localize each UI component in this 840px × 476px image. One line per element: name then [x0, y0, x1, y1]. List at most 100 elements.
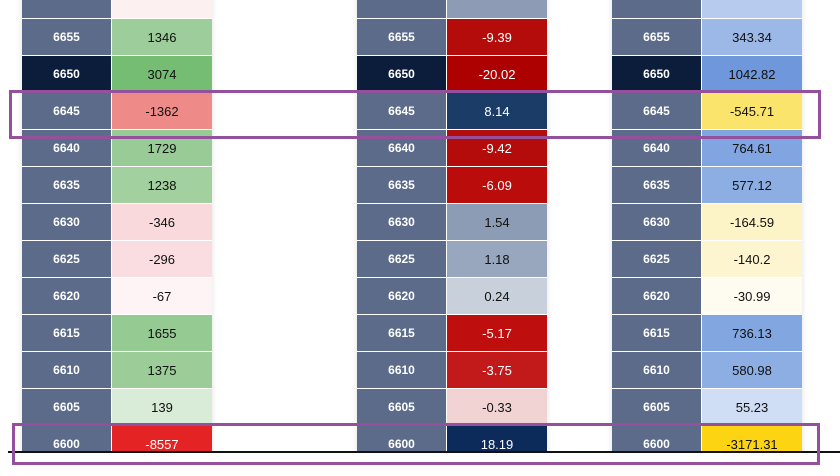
value-cell: -0.33: [447, 389, 547, 425]
strike-label: 6625: [612, 241, 702, 277]
value-cell: 0.24: [447, 278, 547, 314]
strike-label: 6635: [22, 167, 112, 203]
strike-label: 6635: [357, 167, 447, 203]
strike-label: 6610: [22, 352, 112, 388]
table-row: 6630 1.54: [357, 204, 547, 241]
table-middle: 66606655-9.396650-20.0266458.146640-9.42…: [357, 0, 547, 463]
table-right: 66606655343.3466501042.826645-545.716640…: [612, 0, 802, 463]
value-cell: -346: [112, 204, 212, 240]
table-row: 6660: [357, 0, 547, 19]
table-row: 6635 -6.09: [357, 167, 547, 204]
highlight-box-6645: [9, 90, 821, 139]
strike-label: 6620: [357, 278, 447, 314]
value-cell: -164.59: [702, 204, 802, 240]
table-row: 6620 -67: [22, 278, 212, 315]
table-row: 6630 -164.59: [612, 204, 802, 241]
strike-label: 6660: [22, 0, 112, 18]
strike-label: 6605: [22, 389, 112, 425]
table-row: 6620 -30.99: [612, 278, 802, 315]
strike-label: 6660: [357, 0, 447, 18]
value-cell: 577.12: [702, 167, 802, 203]
table-left: 666066551346665030746645-136266401729663…: [22, 0, 212, 463]
strike-label: 6650: [357, 56, 447, 92]
value-cell: 343.34: [702, 19, 802, 55]
value-cell: -67: [112, 278, 212, 314]
table-row: 6660: [22, 0, 212, 19]
table-row: 6655 1346: [22, 19, 212, 56]
table-row: 6625 -296: [22, 241, 212, 278]
value-cell: [112, 0, 212, 18]
value-cell: 139: [112, 389, 212, 425]
strike-label: 6660: [612, 0, 702, 18]
value-cell: 1.18: [447, 241, 547, 277]
value-cell: -296: [112, 241, 212, 277]
value-cell: 1655: [112, 315, 212, 351]
value-cell: 8.14: [447, 93, 547, 129]
table-row: 6630 -346: [22, 204, 212, 241]
value-cell: 3074: [112, 56, 212, 92]
strike-label: 6625: [22, 241, 112, 277]
value-cell: [447, 0, 547, 18]
strike-label: 6655: [22, 19, 112, 55]
value-cell: -9.39: [447, 19, 547, 55]
table-row: 6625 -140.2: [612, 241, 802, 278]
strike-label: 6620: [22, 278, 112, 314]
strike-label: 6615: [22, 315, 112, 351]
table-row: 6605 139: [22, 389, 212, 426]
value-cell: -140.2: [702, 241, 802, 277]
value-cell: -30.99: [702, 278, 802, 314]
strike-label: 6620: [612, 278, 702, 314]
table-row: 6610 580.98: [612, 352, 802, 389]
strike-label: 6625: [357, 241, 447, 277]
table-row: 6625 1.18: [357, 241, 547, 278]
table-row: 6605 55.23: [612, 389, 802, 426]
baseline-divider: [8, 451, 840, 453]
table-row: 6660: [612, 0, 802, 19]
strike-label: 6650: [22, 56, 112, 92]
strike-label: 6630: [357, 204, 447, 240]
strike-label: 6615: [612, 315, 702, 351]
strike-label: 6640: [357, 130, 447, 166]
value-cell: -3.75: [447, 352, 547, 388]
table-row: 6605 -0.33: [357, 389, 547, 426]
table-row: 6650 1042.82: [612, 56, 802, 93]
table-row: 6635 1238: [22, 167, 212, 204]
strike-label: 6615: [357, 315, 447, 351]
value-cell: 1375: [112, 352, 212, 388]
strike-label: 6605: [357, 389, 447, 425]
strike-label: 6635: [612, 167, 702, 203]
table-row: 6620 0.24: [357, 278, 547, 315]
table-row: 6645 -545.71: [612, 93, 802, 130]
table-row: 6645 -1362: [22, 93, 212, 130]
value-cell: 736.13: [702, 315, 802, 351]
value-cell: [702, 0, 802, 18]
value-cell: -5.17: [447, 315, 547, 351]
strike-label: 6610: [357, 352, 447, 388]
strike-label: 6610: [612, 352, 702, 388]
highlight-box-6600: [12, 423, 820, 465]
strike-label: 6630: [612, 204, 702, 240]
table-row: 6615 1655: [22, 315, 212, 352]
table-row: 6610 -3.75: [357, 352, 547, 389]
value-cell: -545.71: [702, 93, 802, 129]
strike-label: 6645: [357, 93, 447, 129]
strike-label: 6650: [612, 56, 702, 92]
value-cell: -1362: [112, 93, 212, 129]
table-row: 6645 8.14: [357, 93, 547, 130]
strike-label: 6645: [612, 93, 702, 129]
table-row: 6615 736.13: [612, 315, 802, 352]
value-cell: 1042.82: [702, 56, 802, 92]
table-row: 6635 577.12: [612, 167, 802, 204]
table-row: 6610 1375: [22, 352, 212, 389]
table-row: 6650 3074: [22, 56, 212, 93]
strike-label: 6655: [357, 19, 447, 55]
value-cell: 1.54: [447, 204, 547, 240]
value-cell: 580.98: [702, 352, 802, 388]
strike-label: 6655: [612, 19, 702, 55]
strike-label: 6630: [22, 204, 112, 240]
strike-label: 6645: [22, 93, 112, 129]
value-cell: 1346: [112, 19, 212, 55]
value-cell: 1238: [112, 167, 212, 203]
table-row: 6655 -9.39: [357, 19, 547, 56]
strike-label: 6605: [612, 389, 702, 425]
